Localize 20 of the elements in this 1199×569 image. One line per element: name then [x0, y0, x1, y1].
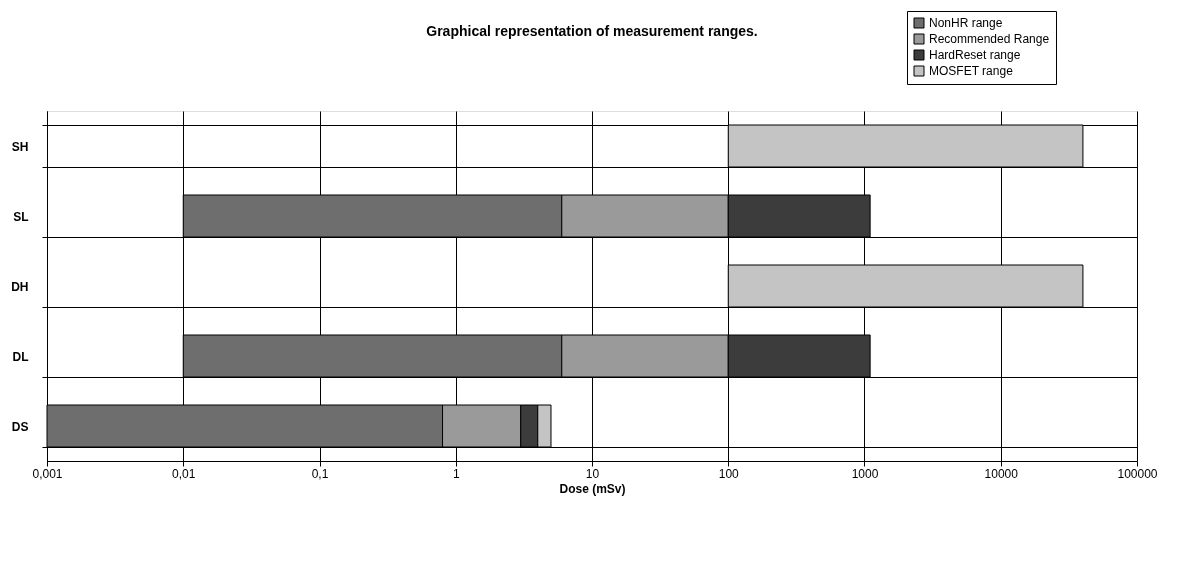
legend-label: MOSFET range [929, 64, 1014, 78]
x-tick-label: 0,001 [32, 466, 63, 481]
y-tick-label: DL [12, 349, 29, 364]
y-tick-label: DH [11, 279, 29, 294]
x-tick-label: 100 [718, 466, 740, 481]
x-tick-label: 10000 [984, 466, 1019, 481]
x-tick-label: 0,01 [172, 466, 196, 481]
y-tick-label: SL [13, 209, 29, 224]
x-tick-label: 0,1 [311, 466, 329, 481]
x-tick-label: 100000 [1117, 466, 1158, 481]
legend-label: Recommended Range [929, 32, 1050, 46]
x-tick-label: 1 [452, 466, 460, 481]
x-tick-label: 1000 [851, 466, 879, 481]
legend-label: NonHR range [929, 16, 1003, 30]
x-axis-title: Dose (mSv) [559, 481, 626, 496]
chart-title: Graphical representation of measurement ranges. [426, 22, 758, 39]
y-tick-label: DS [11, 419, 29, 434]
y-tick-label: SH [11, 139, 29, 154]
legend-label: HardReset range [929, 48, 1021, 62]
x-tick-label: 10 [585, 466, 600, 481]
